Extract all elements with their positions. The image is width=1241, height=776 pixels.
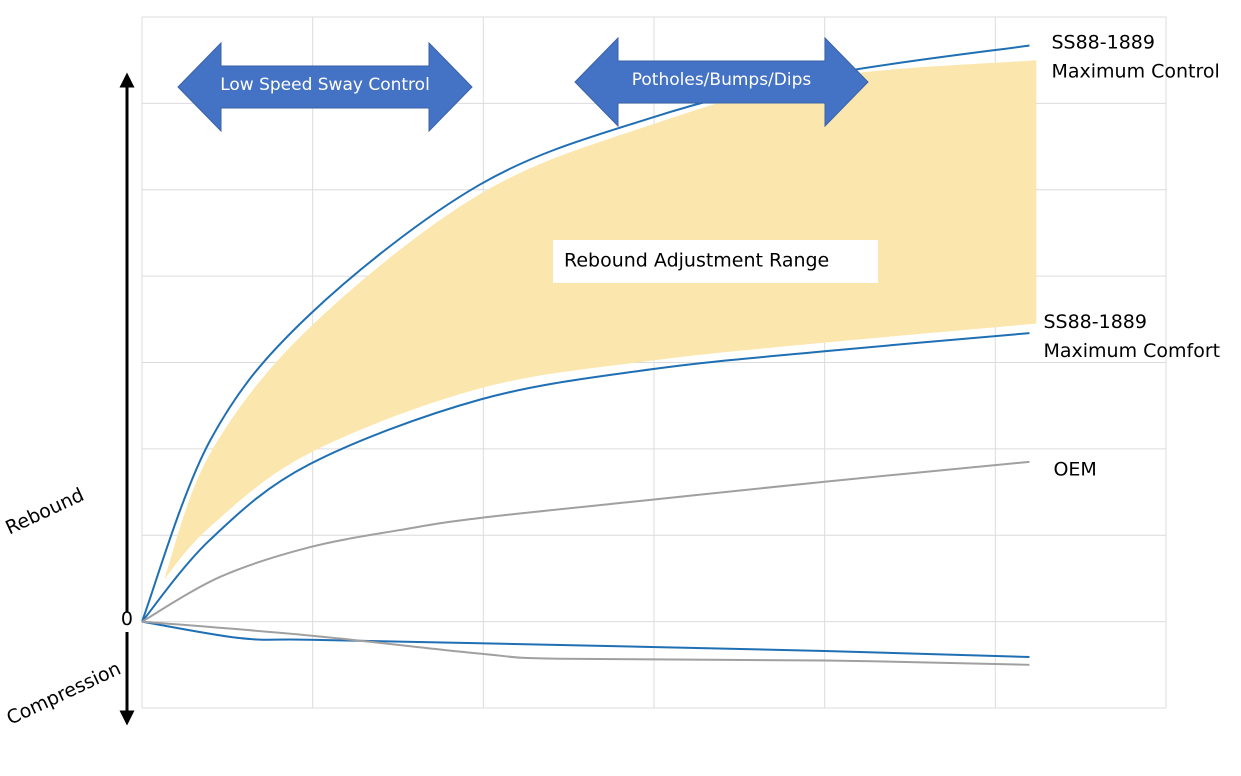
compression-label: Compression <box>3 658 124 730</box>
block-arrow <box>574 36 869 128</box>
line-label: Maximum Control <box>1051 61 1219 83</box>
y-tick-label: 0 <box>121 608 133 630</box>
arrow-label: Low Speed Sway Control <box>220 75 430 95</box>
line <box>141 460 1030 623</box>
band-label: Rebound Adjustment Range <box>564 250 829 272</box>
line-label: Maximum Comfort <box>1043 340 1220 362</box>
arrow-label: Potholes/Bumps/Dips <box>632 70 812 90</box>
block-arrow <box>177 41 473 133</box>
line-label: SS88-1889 <box>1043 311 1147 333</box>
line <box>141 620 1030 666</box>
line <box>141 332 1030 623</box>
rebound-label: Rebound <box>2 484 87 539</box>
line-label: SS88-1889 <box>1051 32 1155 54</box>
line <box>141 620 1030 659</box>
line-label: OEM <box>1053 458 1096 480</box>
band-label-box <box>553 240 878 283</box>
adjustment-band <box>164 60 1037 580</box>
